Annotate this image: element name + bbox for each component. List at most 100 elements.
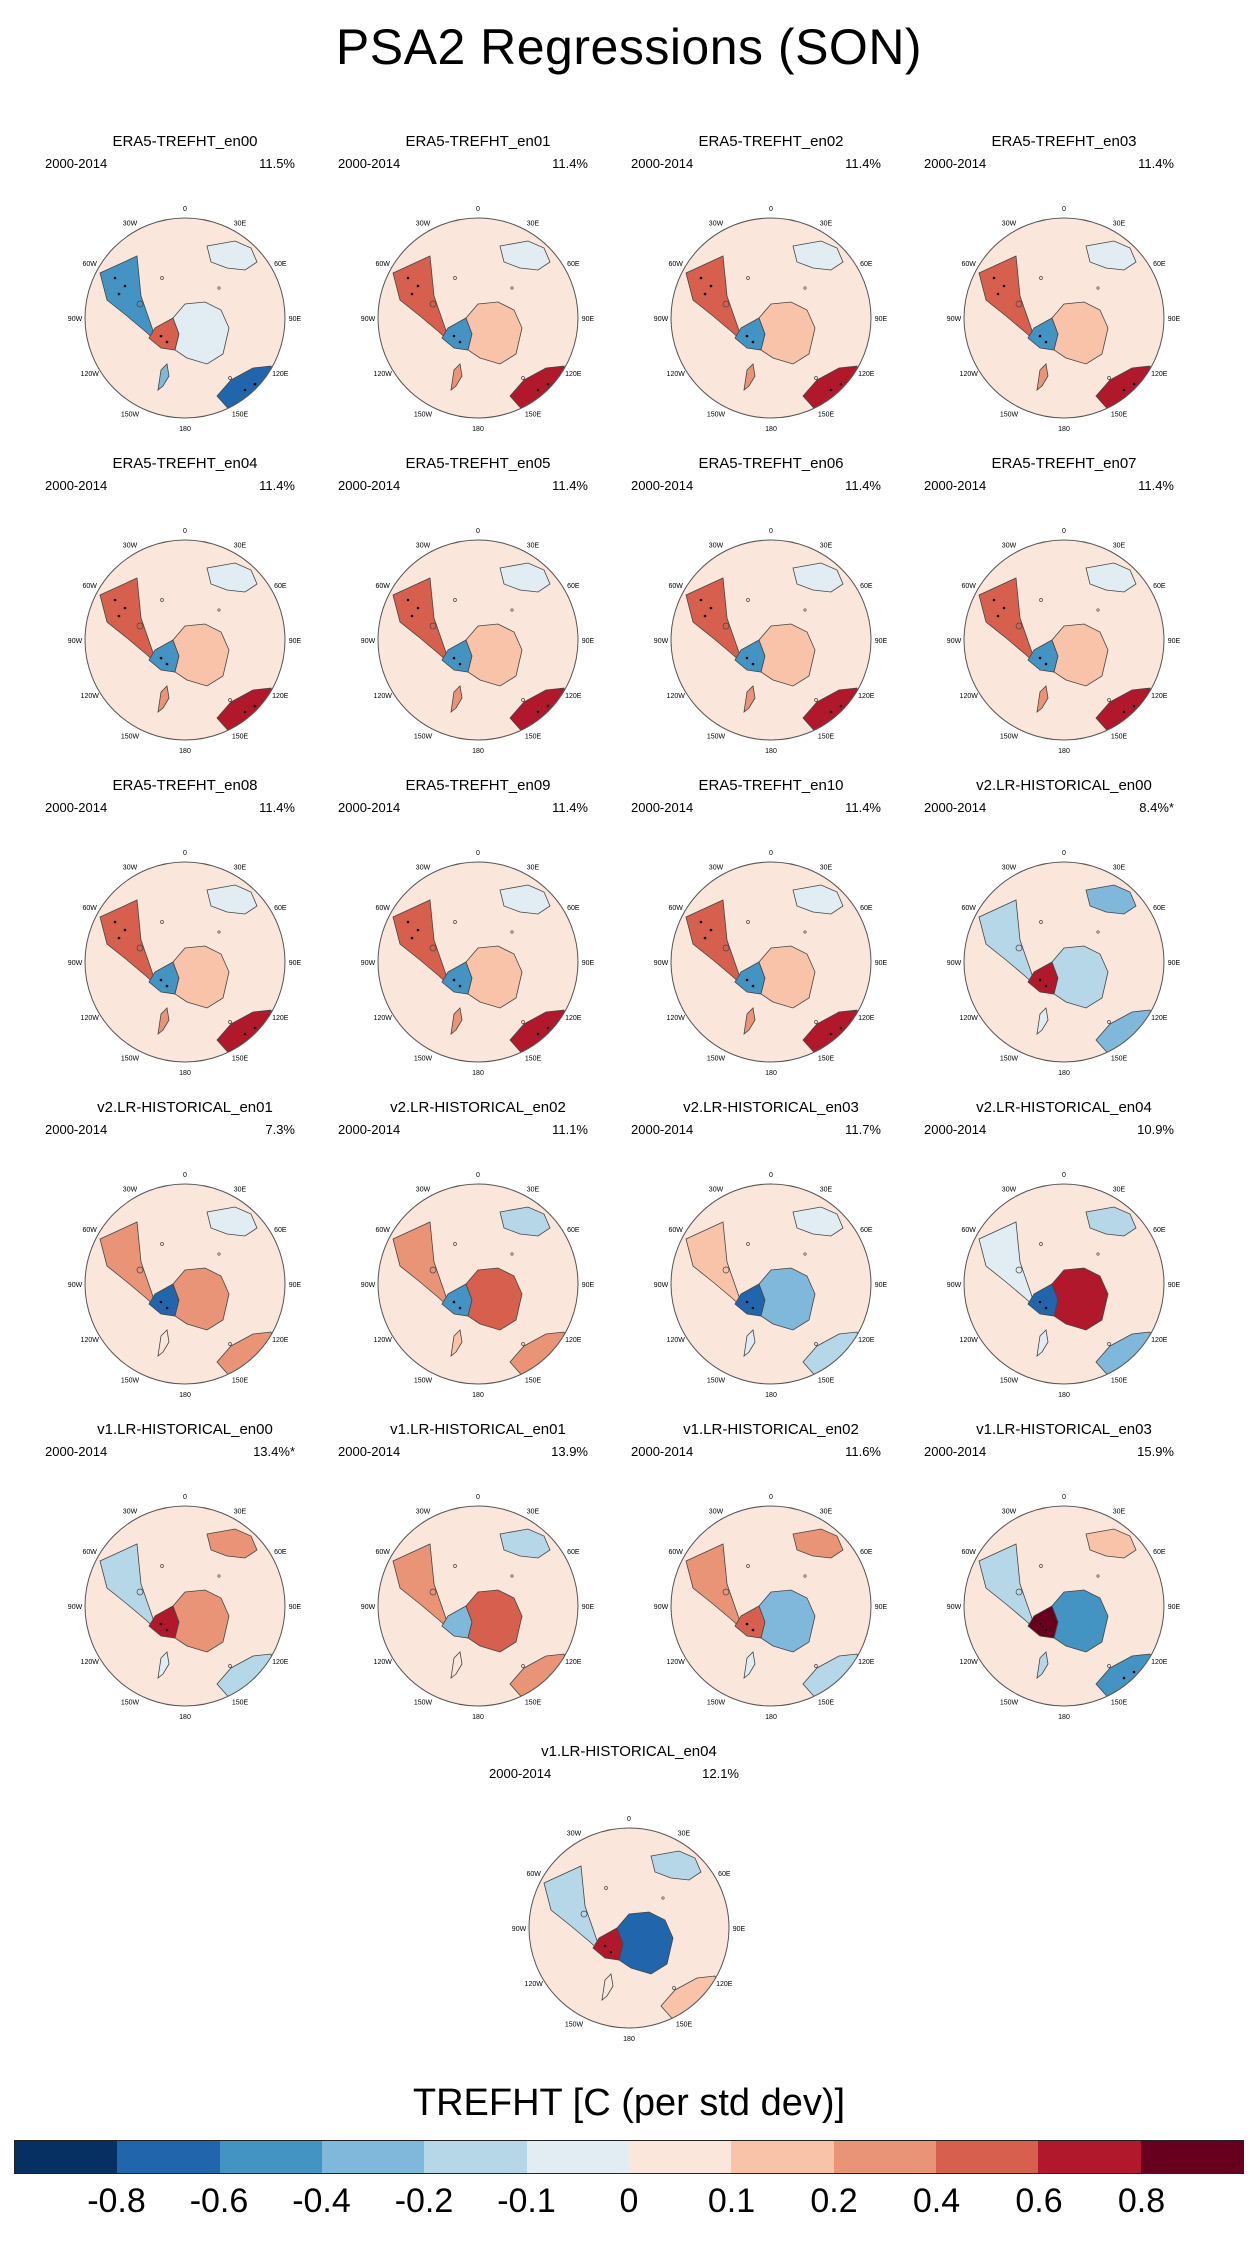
significance-stipple: [699, 276, 703, 280]
significance-stipple: [458, 1306, 462, 1310]
longitude-label: 30W: [1002, 1509, 1017, 1516]
longitude-label: 0: [1062, 1172, 1066, 1179]
island-outline: [429, 1266, 437, 1274]
significance-stipple: [452, 1300, 456, 1304]
panel-variance-percent: 11.4%: [1138, 156, 1174, 171]
longitude-label: 120E: [565, 1015, 582, 1022]
longitude-label: 60E: [718, 1871, 731, 1878]
longitude-label: 90W: [68, 638, 83, 645]
island-outline: [510, 1574, 514, 1578]
longitude-label: 90W: [654, 316, 669, 323]
colorbar-segment: [628, 2141, 732, 2173]
island-outline: [217, 930, 221, 934]
longitude-label: 30W: [709, 865, 724, 872]
island-outline: [160, 920, 164, 924]
longitude-label: 90W: [512, 1926, 527, 1933]
significance-stipple: [751, 340, 755, 344]
longitude-label: 180: [179, 1070, 191, 1077]
longitude-label: 30E: [234, 221, 247, 228]
panel-period: 2000-2014: [45, 1444, 107, 1459]
island-outline: [1107, 1664, 1111, 1668]
island-outline: [521, 1020, 525, 1024]
longitude-label: 60W: [82, 583, 97, 590]
significance-stipple: [113, 920, 117, 924]
longitude-label: 120W: [525, 1981, 544, 1988]
significance-stipple: [829, 388, 833, 392]
island-outline: [160, 1564, 164, 1568]
colorbar-segment: [526, 2141, 629, 2173]
panel-period: 2000-2014: [631, 478, 693, 493]
significance-stipple: [1044, 1628, 1048, 1632]
map-boundary: [84, 1505, 286, 1707]
longitude-label: 150W: [414, 733, 433, 740]
region-africa: [206, 562, 258, 593]
panel-title: ERA5-TREFHT_en00: [112, 133, 257, 150]
longitude-label: 0: [476, 528, 480, 535]
significance-stipple: [751, 1628, 755, 1632]
significance-stipple: [1132, 382, 1136, 386]
longitude-label: 180: [179, 1392, 191, 1399]
longitude-label: 30E: [1113, 221, 1126, 228]
longitude-label: 30E: [1113, 543, 1126, 550]
region-eantarctica: [758, 1589, 816, 1653]
island-outline: [746, 276, 750, 280]
longitude-label: 60W: [375, 905, 390, 912]
longitude-label: 180: [472, 426, 484, 433]
longitude-label: 0: [183, 850, 187, 857]
island-outline: [453, 1564, 457, 1568]
longitude-label: 150E: [676, 2021, 693, 2028]
map-boundary: [963, 217, 1165, 419]
island-outline: [521, 1664, 525, 1668]
colorbar-segment: [1140, 2141, 1243, 2173]
panel-map-svg: v2.LR-HISTORICAL_en04 2000-2014 10.9% 0 30E 6…: [924, 1099, 1181, 1399]
longitude-label: 60E: [567, 1227, 580, 1234]
longitude-label: 60E: [1153, 905, 1166, 912]
longitude-label: 60W: [668, 261, 683, 268]
island-outline: [136, 1266, 144, 1274]
region-africa: [650, 1850, 702, 1881]
island-outline: [217, 286, 221, 290]
island-outline: [1096, 1252, 1100, 1256]
panel-variance-percent: 11.4%: [552, 800, 588, 815]
longitude-label: 150E: [525, 1377, 542, 1384]
longitude-label: 150E: [232, 411, 249, 418]
longitude-label: 150E: [232, 1699, 249, 1706]
region-eantarctica: [465, 1589, 523, 1653]
figure-title: PSA2 Regressions (SON): [335, 19, 923, 75]
panel-title: ERA5-TREFHT_en05: [405, 455, 550, 472]
longitude-label: 60W: [375, 583, 390, 590]
island-outline: [1015, 1588, 1023, 1596]
longitude-label: 150W: [707, 411, 726, 418]
longitude-label: 150W: [414, 411, 433, 418]
panel-map-svg: v2.LR-HISTORICAL_en00 2000-2014 8.4%* 0 30E 6…: [924, 777, 1181, 1077]
region-africa: [792, 1206, 844, 1237]
longitude-label: 90E: [875, 1282, 888, 1289]
longitude-label: 60E: [1153, 1227, 1166, 1234]
panel-period: 2000-2014: [631, 1122, 693, 1137]
longitude-label: 180: [472, 1392, 484, 1399]
significance-stipple: [703, 614, 707, 618]
significance-stipple: [406, 920, 410, 924]
longitude-label: 0: [183, 1172, 187, 1179]
island-outline: [228, 1664, 232, 1668]
longitude-label: 60W: [375, 1227, 390, 1234]
significance-stipple: [253, 704, 257, 708]
longitude-label: 90E: [875, 638, 888, 645]
longitude-label: 90W: [654, 1282, 669, 1289]
longitude-label: 150E: [818, 733, 835, 740]
island-outline: [136, 1588, 144, 1596]
island-outline: [160, 276, 164, 280]
significance-stipple: [452, 334, 456, 338]
island-outline: [746, 1242, 750, 1246]
longitude-label: 0: [476, 206, 480, 213]
longitude-label: 90E: [582, 1282, 595, 1289]
significance-stipple: [745, 1300, 749, 1304]
region-newzealand: [450, 363, 463, 391]
longitude-label: 30W: [1002, 221, 1017, 228]
map-boundary: [377, 1505, 579, 1707]
significance-stipple: [1044, 984, 1048, 988]
significance-stipple: [159, 1300, 163, 1304]
island-outline: [228, 698, 232, 702]
panel-period: 2000-2014: [45, 1122, 107, 1137]
region-africa: [499, 562, 551, 593]
